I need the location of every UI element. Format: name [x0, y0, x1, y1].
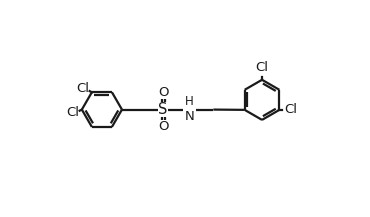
- Text: S: S: [158, 102, 168, 117]
- Text: Cl: Cl: [66, 106, 79, 119]
- Text: N: N: [185, 110, 195, 123]
- Text: Cl: Cl: [76, 82, 89, 95]
- Text: Cl: Cl: [285, 103, 297, 116]
- Text: O: O: [158, 86, 168, 99]
- Text: H: H: [185, 95, 194, 108]
- Text: O: O: [158, 120, 168, 133]
- Text: Cl: Cl: [256, 61, 269, 74]
